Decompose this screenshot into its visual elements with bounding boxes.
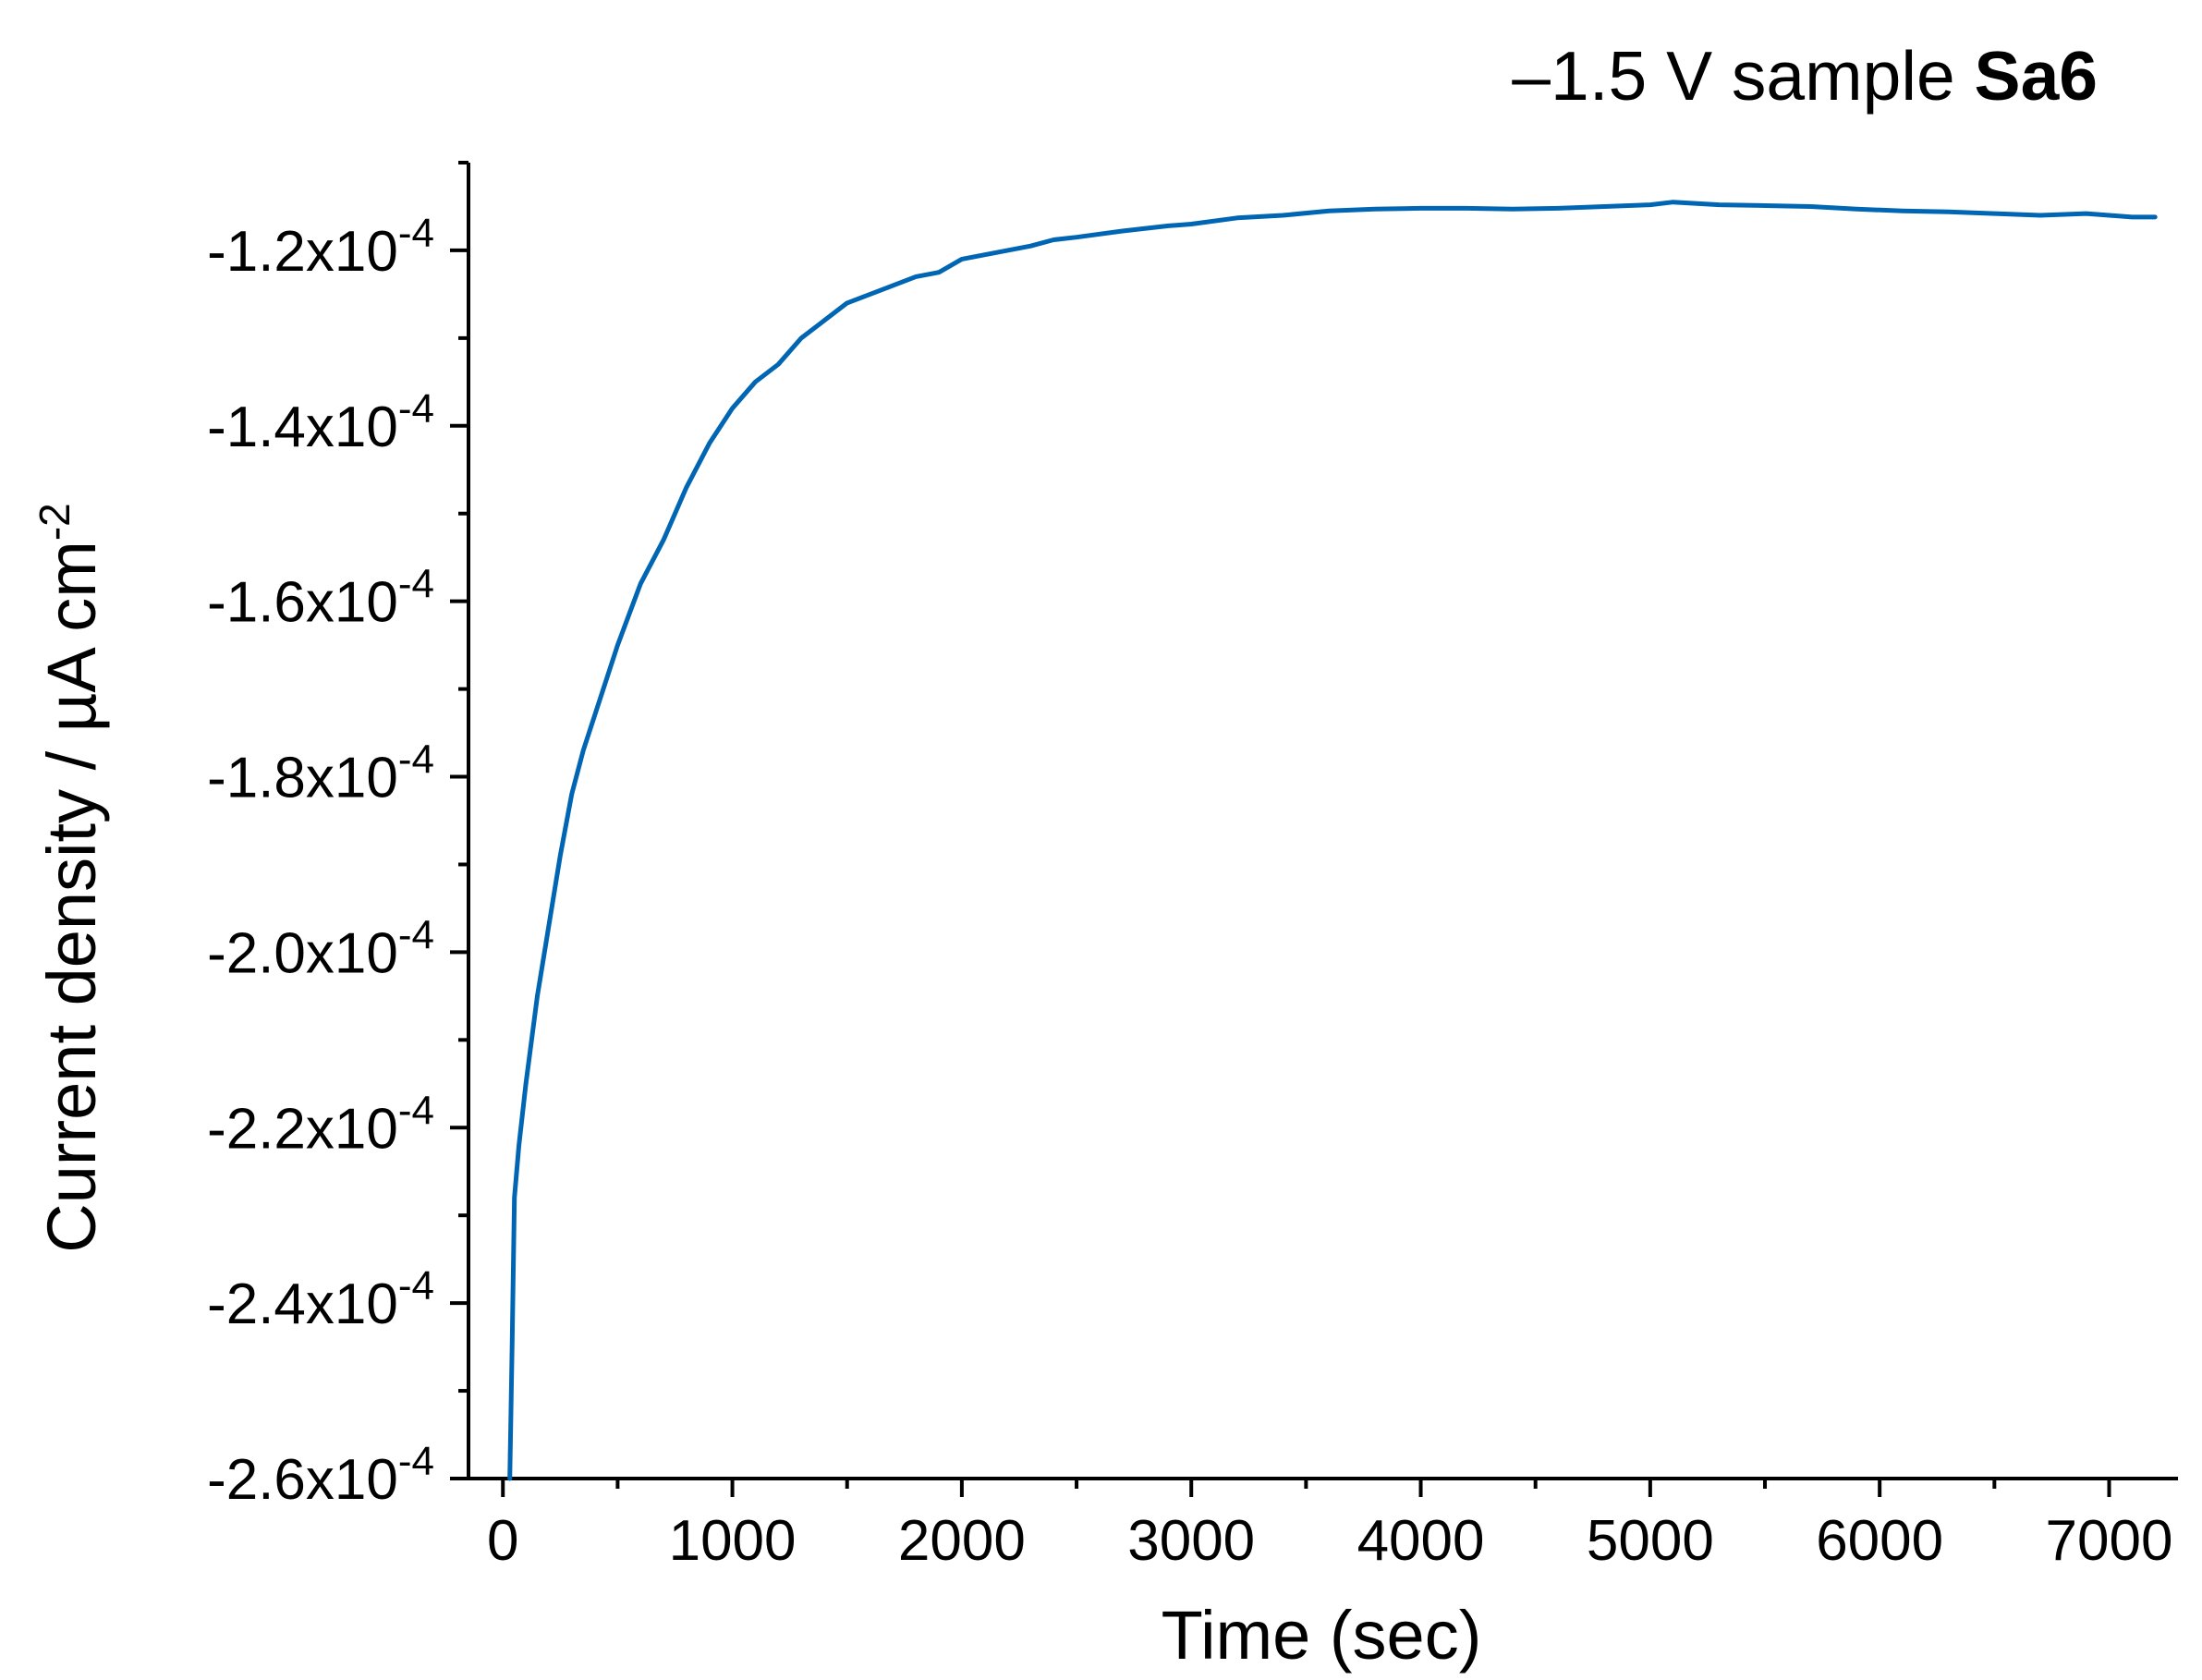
y-axis-label-text: Current density / µA cm bbox=[33, 541, 110, 1253]
x-tick-label: 4000 bbox=[1357, 1509, 1485, 1573]
axes bbox=[467, 163, 2178, 1480]
y-tick-label: -1.4x10-4 bbox=[207, 386, 434, 459]
y-tick-label: -1.8x10-4 bbox=[207, 737, 434, 810]
chart-title-text: –1.5 V sample bbox=[1512, 37, 1974, 115]
chart-title-sample: Sa6 bbox=[1975, 37, 2098, 115]
y-tick-label: -2.4x10-4 bbox=[207, 1263, 434, 1336]
y-tick-label: -1.2x10-4 bbox=[207, 211, 434, 284]
y-tick-label: -2.0x10-4 bbox=[207, 912, 434, 985]
x-tick-label: 5000 bbox=[1587, 1509, 1714, 1573]
y-tick-labels: -1.2x10-4 -1.4x10-4 -1.6x10-4 -1.8x10-4 -2.0… bbox=[207, 211, 434, 1512]
x-ticks bbox=[501, 1479, 2111, 1497]
y-tick-label: -1.6x10-4 bbox=[207, 562, 434, 635]
y-tick-label: -2.6x10-4 bbox=[207, 1439, 434, 1512]
x-tick-label: 7000 bbox=[2046, 1509, 2173, 1573]
y-ticks bbox=[450, 161, 468, 1480]
x-tick-label: 1000 bbox=[669, 1509, 797, 1573]
x-tick-label: 2000 bbox=[898, 1509, 1026, 1573]
x-axis-label: Time (sec) bbox=[1162, 1597, 1482, 1674]
x-tick-label: 3000 bbox=[1127, 1509, 1255, 1573]
series-group bbox=[507, 200, 2158, 1481]
chart-title: –1.5 V sample Sa6 bbox=[1512, 37, 2098, 115]
y-tick-label: -2.2x10-4 bbox=[207, 1088, 434, 1161]
x-tick-labels: 0 1000 2000 3000 4000 5000 6000 7000 bbox=[487, 1509, 2172, 1573]
x-tick-label: 0 bbox=[487, 1509, 518, 1573]
x-tick-label: 6000 bbox=[1816, 1509, 1943, 1573]
series-line bbox=[507, 200, 2158, 1481]
y-axis-label: Current density / µA cm-2 bbox=[30, 503, 110, 1252]
y-axis-label-superscript: -2 bbox=[30, 503, 79, 541]
